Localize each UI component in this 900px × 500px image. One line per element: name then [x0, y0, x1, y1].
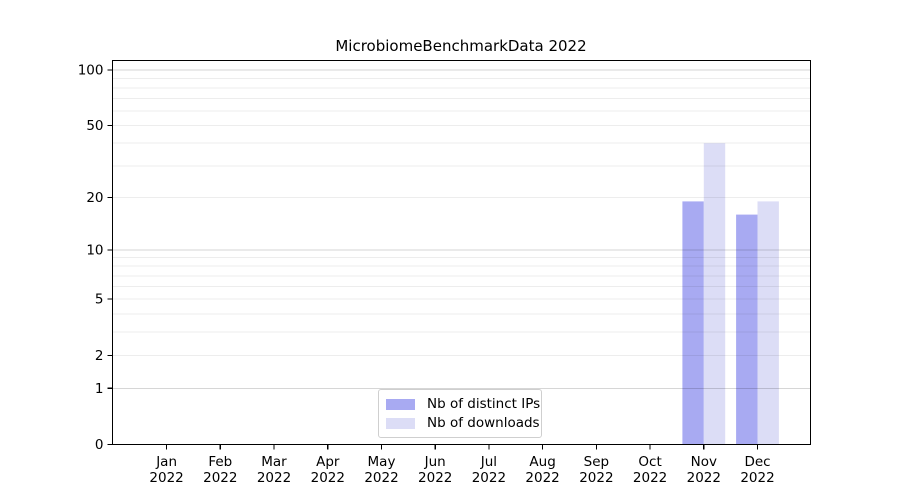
bars-group: [682, 143, 779, 445]
legend-row-downloads: Nb of downloads: [386, 415, 540, 431]
plot-frame: [111, 59, 812, 446]
y-axis: 0 1 2 5 10 20 50 100: [78, 63, 113, 453]
y-tick-label-50: 50: [86, 118, 103, 134]
legend: Nb of distinct IPs Nb of downloads: [378, 389, 542, 438]
bar-dec-2022-nb-of-distinct-ips: [736, 214, 758, 445]
x-tick-label-jun-2022: Jun 2022: [418, 454, 452, 486]
x-tick-label-nov-2022: Nov 2022: [687, 454, 721, 486]
y-tick-label-0: 0: [95, 437, 104, 453]
y-tick-label-100: 100: [78, 63, 104, 79]
legend-label-distinct-ips: Nb of distinct IPs: [427, 396, 541, 412]
legend-swatch-distinct-ips: [386, 398, 415, 410]
x-tick-label-jan-2022: Jan 2022: [149, 454, 183, 486]
bar-nov-2022-nb-of-distinct-ips: [682, 201, 704, 445]
x-tick-label-aug-2022: Aug 2022: [525, 454, 559, 486]
x-tick-label-dec-2022: Dec 2022: [740, 454, 774, 486]
y-tick-label-20: 20: [86, 190, 103, 206]
y-tick-label-5: 5: [95, 292, 104, 308]
bar-nov-2022-nb-of-downloads: [703, 143, 726, 445]
x-tick-label-may-2022: May 2022: [364, 454, 398, 486]
legend-label-downloads: Nb of downloads: [427, 415, 540, 431]
y-tick-label-1: 1: [95, 381, 104, 397]
bar-dec-2022-nb-of-downloads: [757, 201, 779, 445]
gridlines: [112, 69, 811, 389]
legend-row-distinct-ips: Nb of distinct IPs: [386, 396, 540, 412]
x-tick-label-sep-2022: Sep 2022: [579, 454, 613, 486]
y-tick-label-10: 10: [86, 242, 103, 258]
x-tick-label-jul-2022: Jul 2022: [472, 454, 506, 486]
x-axis: Jan 2022 Feb 2022 Mar 2022 Apr 2022 May 2022 Jun 20…: [149, 444, 775, 486]
x-tick-label-mar-2022: Mar 2022: [257, 454, 291, 486]
x-tick-label-feb-2022: Feb 2022: [203, 454, 237, 486]
x-tick-label-oct-2022: Oct 2022: [633, 454, 667, 486]
x-tick-label-apr-2022: Apr 2022: [311, 454, 345, 486]
y-tick-label-2: 2: [95, 348, 104, 364]
chart-title: MicrobiomeBenchmarkData 2022: [335, 37, 587, 55]
legend-swatch-downloads: [386, 417, 415, 429]
